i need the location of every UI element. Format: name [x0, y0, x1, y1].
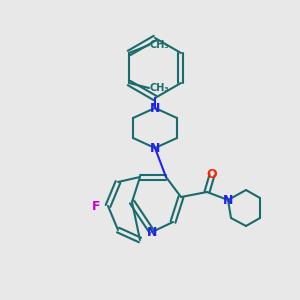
Text: CH₃: CH₃	[149, 83, 169, 93]
Text: N: N	[150, 101, 160, 115]
Text: F: F	[92, 200, 100, 212]
Text: N: N	[147, 226, 157, 238]
Text: N: N	[150, 142, 160, 154]
Text: CH₃: CH₃	[149, 40, 169, 50]
Text: O: O	[207, 169, 217, 182]
Text: N: N	[223, 194, 233, 206]
